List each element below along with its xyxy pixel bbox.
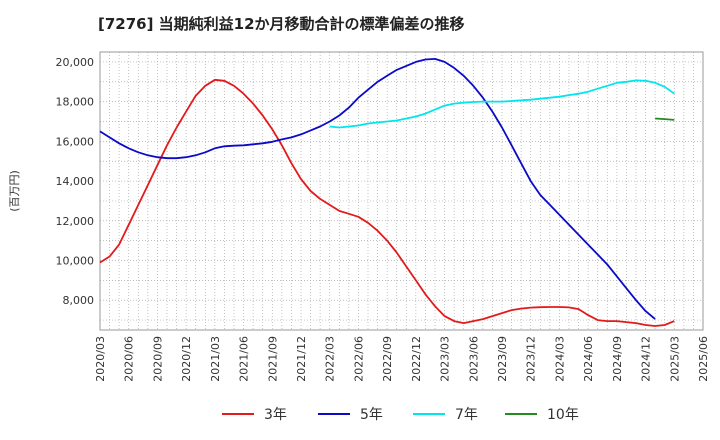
x-tick-label: 2025/06 [697, 336, 710, 382]
x-tick-label: 2023/03 [439, 336, 452, 382]
grid [99, 52, 704, 330]
x-tick-label: 2021/09 [266, 336, 279, 382]
x-tick-label: 2022/09 [381, 336, 394, 382]
x-tick-label: 2023/06 [467, 336, 480, 382]
y-tick-label: 16,000 [56, 135, 95, 148]
series-line-5年 [99, 58, 656, 320]
x-tick-label: 2020/09 [151, 336, 164, 382]
legend: 3年 5年 7年 10年 [222, 407, 579, 423]
series-line-3年 [99, 78, 675, 327]
legend-label: 3年 [264, 407, 287, 423]
y-tick-label: 18,000 [56, 96, 95, 109]
x-tick-label: 2020/03 [94, 336, 107, 382]
x-tick-label: 2021/06 [238, 336, 251, 382]
x-tick-label: 2022/03 [324, 336, 337, 382]
series-lines [99, 58, 675, 327]
y-tick-label: 20,000 [56, 56, 95, 69]
legend-label: 5年 [360, 407, 383, 423]
y-tick-label: 14,000 [56, 175, 95, 188]
series-line-10年 [655, 117, 675, 121]
y-tick-label: 8,000 [63, 294, 95, 307]
y-tick-label: 10,000 [56, 255, 95, 268]
x-tick-label: 2022/12 [410, 336, 423, 382]
x-tick-label: 2024/03 [553, 336, 566, 382]
legend-label: 7年 [455, 407, 478, 423]
x-tick-label: 2023/12 [525, 336, 538, 382]
chart-title: [7276] 当期純利益12か月移動合計の標準偏差の推移 [98, 15, 465, 33]
y-tick-label: 12,000 [56, 215, 95, 228]
x-axis: 2020/03 2020/06 2020/09 2020/12 2021/03 2021/… [94, 336, 710, 382]
x-tick-label: 2022/06 [352, 336, 365, 382]
x-tick-label: 2024/12 [640, 336, 653, 382]
x-tick-label: 2024/09 [611, 336, 624, 382]
x-tick-label: 2023/09 [496, 336, 509, 382]
y-axis-label: (百万円) [8, 170, 21, 212]
x-tick-label: 2021/03 [209, 336, 222, 382]
x-tick-label: 2021/12 [295, 336, 308, 382]
y-axis: 8,000 10,000 12,000 14,000 16,000 18,000 20,00… [56, 56, 95, 307]
legend-label: 10年 [547, 407, 579, 423]
x-tick-label: 2020/06 [123, 336, 136, 382]
series-line-7年 [329, 79, 675, 129]
x-tick-label: 2024/06 [582, 336, 595, 382]
x-tick-label: 2020/12 [180, 336, 193, 382]
plot-frame [99, 51, 704, 331]
x-tick-label: 2025/03 [668, 336, 681, 382]
